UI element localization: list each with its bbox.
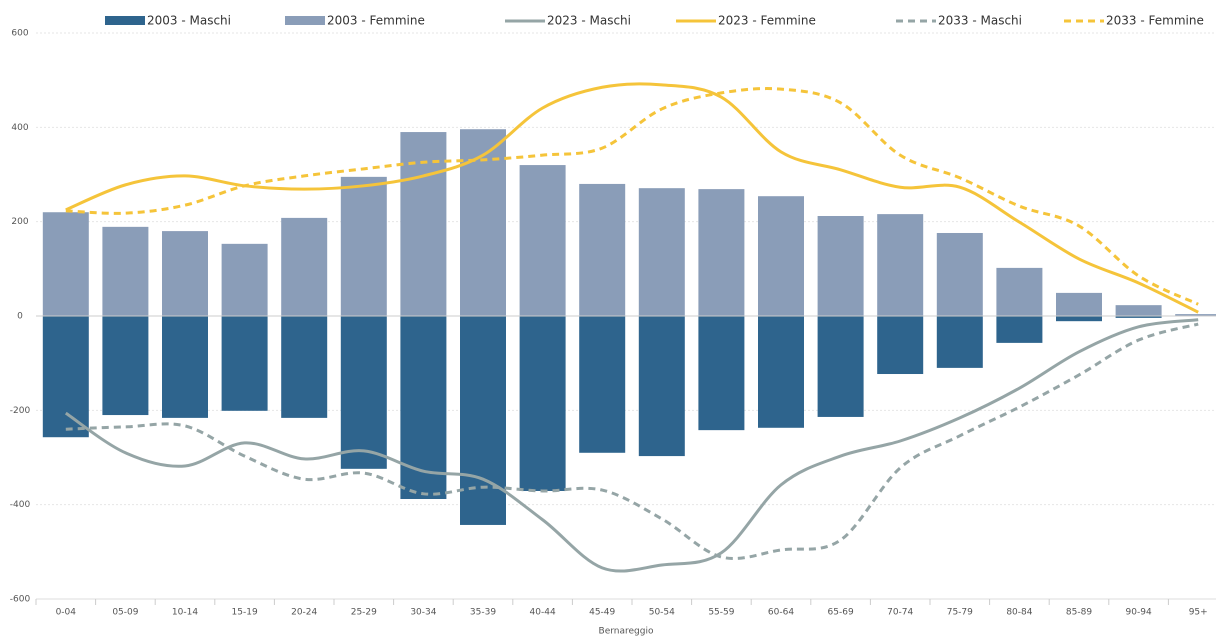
bar (758, 316, 804, 428)
bar (221, 316, 268, 411)
x-tick-label: 10-14 (172, 608, 198, 618)
bar (579, 183, 626, 316)
x-tick-label: 75-79 (947, 608, 973, 618)
bar (400, 316, 447, 500)
legend-swatch (285, 16, 325, 25)
bar (698, 189, 745, 316)
x-tick-label: 90-94 (1126, 608, 1152, 618)
bar (460, 316, 506, 525)
bar (102, 316, 149, 416)
axes: -600 -400 -200 0 200 400 600 0-04 05-09 10-14 15-1… (10, 14, 1216, 618)
bar (221, 243, 268, 316)
legend-label: 2033 - Maschi (938, 14, 1022, 28)
bar (460, 129, 506, 316)
x-tick-label: 70-74 (887, 608, 913, 618)
x-tick-label: 55-59 (708, 608, 734, 618)
y-tick-label: 0 (17, 312, 23, 322)
bar (996, 316, 1043, 343)
bar (579, 316, 626, 453)
bar (400, 132, 447, 316)
bar (281, 316, 328, 418)
bar (162, 231, 208, 316)
x-tick-label: 95+ (1189, 608, 1208, 618)
bar (1115, 316, 1162, 318)
bar (42, 316, 89, 438)
line (65, 87, 1199, 306)
x-tick-label: 25-29 (351, 608, 377, 618)
x-tick-label: 30-34 (410, 608, 436, 618)
bar (281, 217, 328, 316)
x-tick-label: 05-09 (112, 608, 138, 618)
y-tick-label: -600 (10, 595, 31, 605)
y-tick-label: -200 (10, 406, 31, 416)
line (65, 82, 1199, 314)
bar (162, 316, 208, 418)
bar (758, 196, 804, 316)
legend-label: 2003 - Femmine (327, 14, 425, 28)
x-tick-label: 40-44 (530, 608, 556, 618)
bar (102, 226, 149, 316)
bar (936, 316, 983, 368)
x-tick-label: 35-39 (470, 608, 496, 618)
bar (340, 316, 387, 469)
bar (1056, 292, 1102, 316)
bar (1175, 314, 1216, 316)
bar (42, 212, 89, 316)
x-tick-label: 50-54 (649, 608, 675, 618)
bar (1115, 305, 1162, 316)
line (64, 318, 1199, 573)
bar (638, 316, 685, 457)
bar (519, 165, 566, 316)
legend-label: 2023 - Femmine (718, 14, 816, 28)
bar (877, 214, 924, 316)
x-tick-label: 65-69 (828, 608, 854, 618)
bar (877, 316, 924, 375)
bar (698, 316, 745, 431)
bar (519, 316, 566, 491)
plot-area (36, 82, 1216, 573)
x-tick-label: 20-24 (291, 608, 317, 618)
bar (638, 188, 685, 316)
y-tick-label: 600 (11, 29, 28, 39)
x-tick-label: 60-64 (768, 608, 794, 618)
bar (936, 232, 983, 316)
x-tick-label: 80-84 (1006, 608, 1032, 618)
legend-swatch (105, 16, 145, 25)
y-tick-label: 200 (11, 217, 28, 227)
y-tick-label: 400 (11, 123, 28, 133)
x-tick-label: 45-49 (589, 608, 615, 618)
x-tick-label: 15-19 (232, 608, 258, 618)
legend-label: 2023 - Maschi (547, 14, 631, 28)
legend-label: 2003 - Maschi (147, 14, 231, 28)
x-tick-label: 0-04 (56, 608, 77, 618)
bar (996, 267, 1043, 316)
bar (1056, 316, 1102, 322)
y-tick-label: -400 (10, 500, 31, 510)
x-tick-label: 85-89 (1066, 608, 1092, 618)
bar (340, 176, 387, 316)
x-axis-label: Bernareggio (599, 627, 654, 637)
line (65, 322, 1199, 561)
legend-label: 2033 - Femmine (1106, 14, 1204, 28)
bar (817, 216, 864, 316)
bar (817, 316, 864, 417)
